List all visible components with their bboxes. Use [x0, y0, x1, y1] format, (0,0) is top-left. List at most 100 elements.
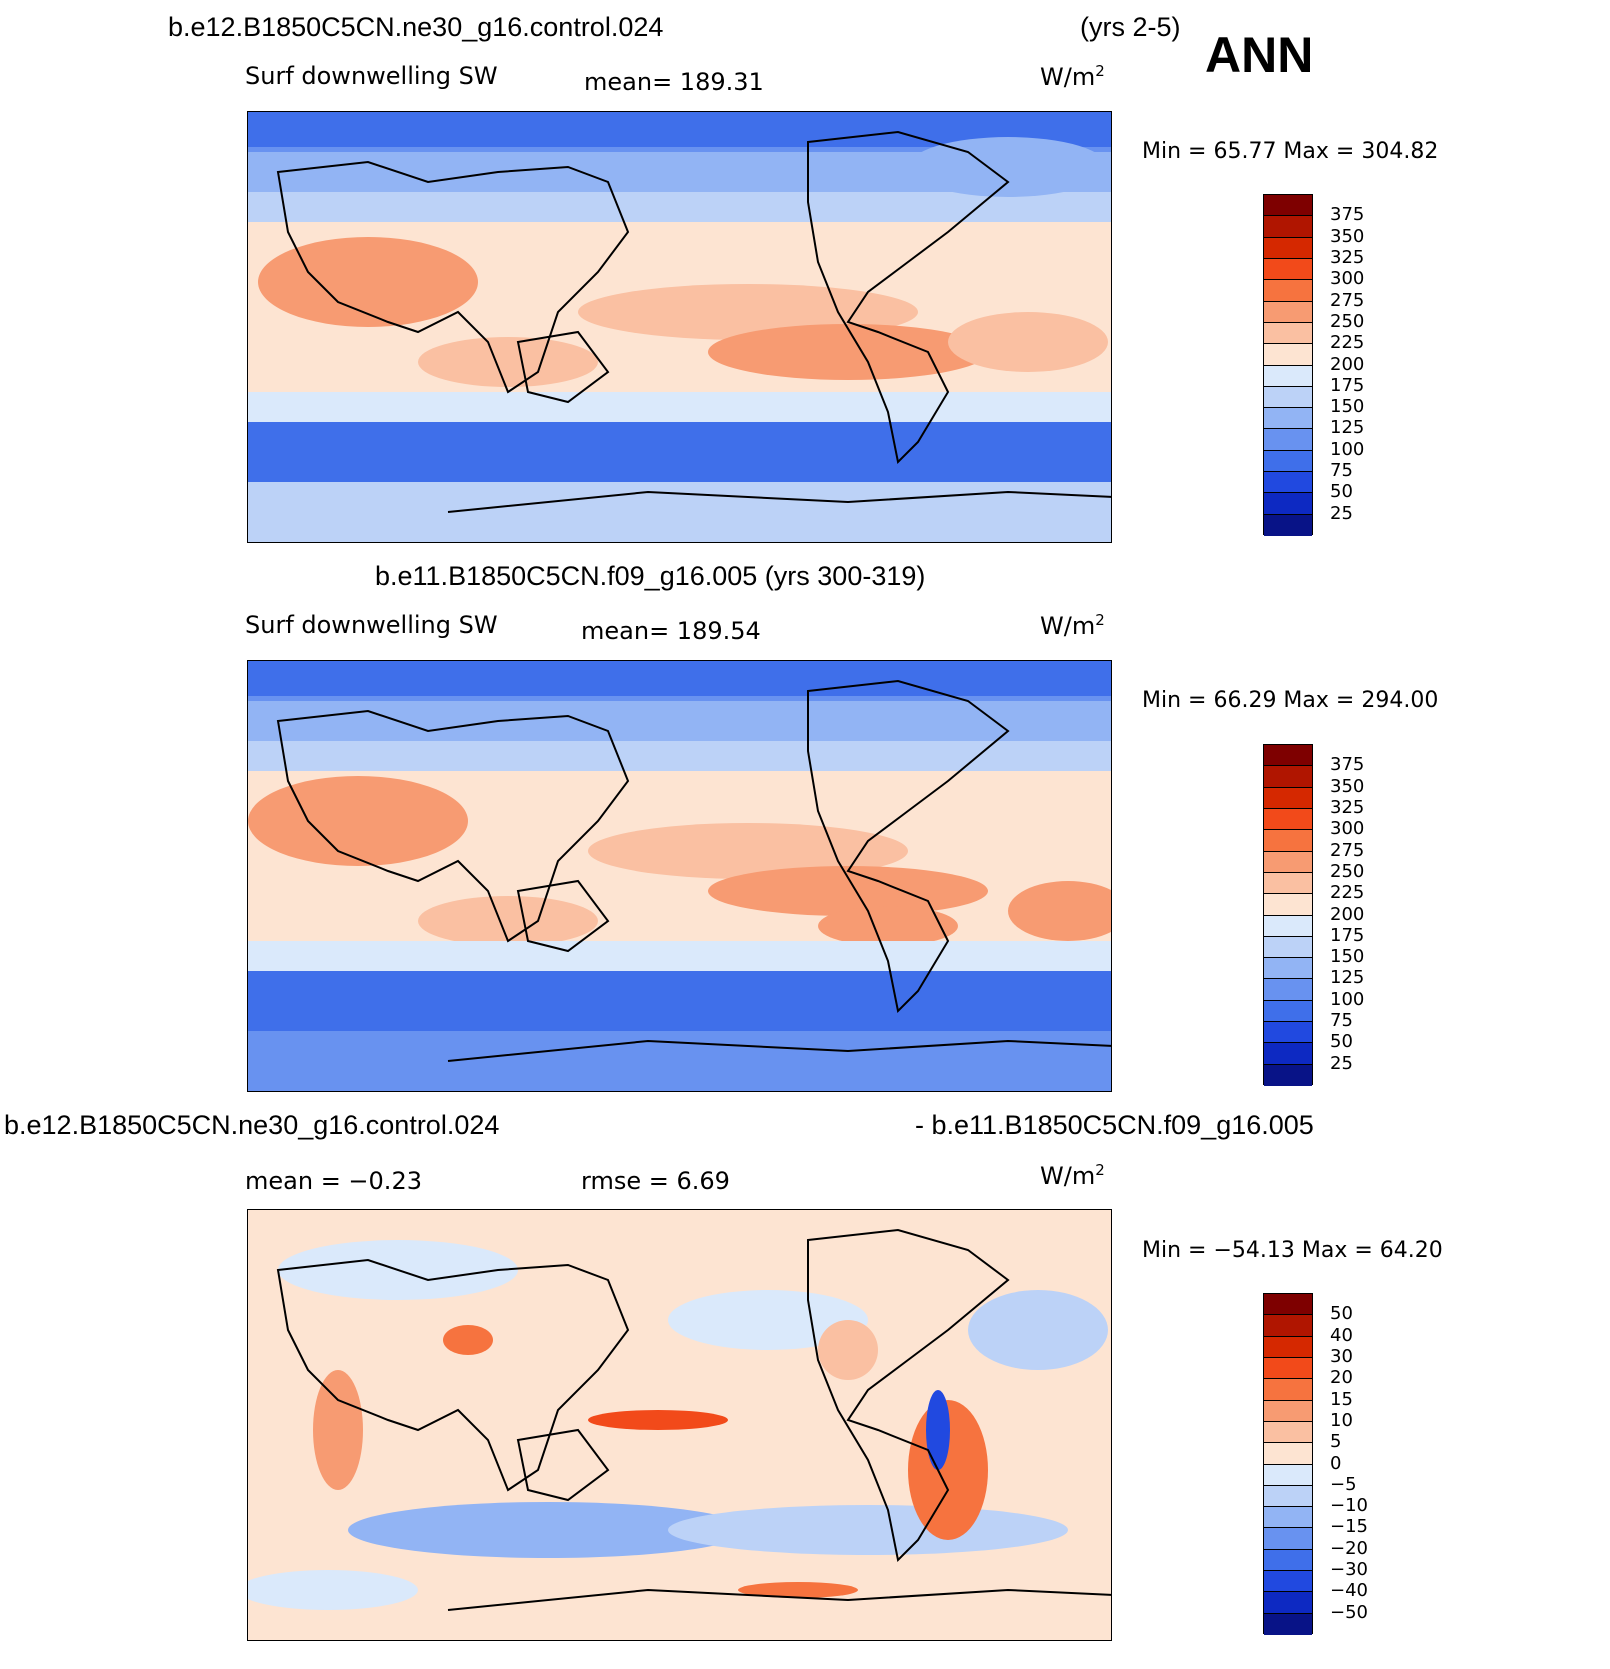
panel3-units: W/m2: [1040, 1161, 1105, 1190]
colorbar-tick-label: 0: [1330, 1452, 1342, 1474]
colorbar-segment: [1264, 745, 1312, 767]
colorbar-tick-label: 50: [1330, 1031, 1353, 1053]
colorbar-tick-label: 5: [1330, 1431, 1342, 1453]
colorbar-tick-label: 250: [1330, 310, 1365, 332]
colorbar-segment: [1264, 344, 1312, 366]
colorbar-segment: [1264, 322, 1312, 345]
colorbar-tick-label: 350: [1330, 775, 1365, 797]
colorbar-segment: [1264, 514, 1312, 536]
colorbar-segment: [1264, 408, 1312, 430]
colorbar-tick-label: 225: [1330, 332, 1365, 354]
panel2-map-field: [248, 661, 1111, 1091]
panel2-title: b.e11.B1850C5CN.f09_g16.005 (yrs 300-319…: [375, 561, 926, 591]
colorbar-tick-label: 150: [1330, 946, 1365, 968]
panel1-title: b.e12.B1850C5CN.ne30_g16.control.024: [168, 12, 664, 42]
panel3-minmax: Min = −54.13 Max = 64.20: [1142, 1238, 1443, 1263]
colorbar-tick-label: −10: [1330, 1495, 1368, 1517]
colorbar-tick-label: 275: [1330, 289, 1365, 311]
colorbar-tick-label: 125: [1330, 417, 1365, 439]
colorbar-segment: [1264, 237, 1312, 259]
panel2-variable: Surf downwelling SW: [245, 611, 498, 639]
colorbar-tick-label: 175: [1330, 924, 1365, 946]
panel1-colorbar: [1263, 194, 1313, 536]
colorbar-segment: [1264, 808, 1312, 831]
colorbar-segment: [1264, 1443, 1312, 1465]
colorbar-tick-label: 375: [1330, 204, 1365, 226]
colorbar-segment: [1264, 258, 1312, 281]
colorbar-tick-label: −30: [1330, 1559, 1368, 1581]
colorbar-segment: [1264, 1022, 1312, 1044]
colorbar-tick-label: 100: [1330, 988, 1365, 1010]
colorbar-segment: [1264, 472, 1312, 494]
colorbar-segment: [1264, 1294, 1312, 1316]
colorbar-segment: [1264, 1000, 1312, 1023]
colorbar-segment: [1264, 216, 1312, 238]
colorbar-segment: [1264, 936, 1312, 959]
colorbar-segment: [1264, 958, 1312, 980]
colorbar-segment: [1264, 1592, 1312, 1614]
colorbar-tick-label: 250: [1330, 860, 1365, 882]
colorbar-segment: [1264, 1064, 1312, 1086]
colorbar-segment: [1264, 915, 1312, 937]
colorbar-tick-label: 200: [1330, 903, 1365, 925]
colorbar-segment: [1264, 1571, 1312, 1593]
colorbar-segment: [1264, 1336, 1312, 1358]
colorbar-segment: [1264, 493, 1312, 515]
panel1-units: W/m2: [1040, 62, 1105, 91]
colorbar-segment: [1264, 1357, 1312, 1380]
panel1-minmax: Min = 65.77 Max = 304.82: [1142, 139, 1439, 164]
colorbar-tick-label: 325: [1330, 796, 1365, 818]
panel3-mean: mean = −0.23: [245, 1167, 422, 1195]
colorbar-tick-label: −5: [1330, 1473, 1357, 1495]
colorbar-tick-label: −15: [1330, 1516, 1368, 1538]
colorbar-segment: [1264, 1549, 1312, 1572]
season-label: ANN: [1205, 27, 1314, 83]
panel3-map: [247, 1209, 1112, 1641]
colorbar-tick-label: 225: [1330, 882, 1365, 904]
panel3-title-left: b.e12.B1850C5CN.ne30_g16.control.024: [4, 1110, 500, 1140]
colorbar-tick-label: 100: [1330, 438, 1365, 460]
panel1-mean: mean= 189.31: [584, 68, 764, 96]
colorbar-tick-label: 150: [1330, 396, 1365, 418]
panel3-rmse: rmse = 6.69: [581, 1167, 730, 1195]
colorbar-tick-label: 75: [1330, 460, 1353, 482]
colorbar-segment: [1264, 1507, 1312, 1529]
colorbar-segment: [1264, 429, 1312, 451]
colorbar-segment: [1264, 195, 1312, 217]
colorbar-tick-label: 40: [1330, 1324, 1353, 1346]
panel2-colorbar: [1263, 744, 1313, 1086]
panel3-colorbar: [1263, 1293, 1313, 1635]
panel2-minmax: Min = 66.29 Max = 294.00: [1142, 688, 1439, 713]
colorbar-segment: [1264, 1421, 1312, 1444]
colorbar-tick-label: −50: [1330, 1601, 1368, 1623]
colorbar-tick-label: −40: [1330, 1580, 1368, 1602]
panel3-map-field: [248, 1210, 1111, 1640]
colorbar-tick-label: 20: [1330, 1367, 1353, 1389]
colorbar-tick-label: 25: [1330, 1052, 1353, 1074]
colorbar-tick-label: 15: [1330, 1388, 1353, 1410]
panel2-units: W/m2: [1040, 611, 1105, 640]
colorbar-segment: [1264, 450, 1312, 473]
panel3-title-right: - b.e11.B1850C5CN.f09_g16.005: [915, 1110, 1314, 1140]
panel2-map: [247, 660, 1112, 1092]
colorbar-segment: [1264, 1464, 1312, 1486]
colorbar-tick-label: 75: [1330, 1010, 1353, 1032]
colorbar-segment: [1264, 1485, 1312, 1508]
colorbar-segment: [1264, 1315, 1312, 1337]
colorbar-tick-label: 50: [1330, 481, 1353, 503]
panel1-map: [247, 111, 1112, 543]
colorbar-segment: [1264, 1613, 1312, 1635]
colorbar-segment: [1264, 851, 1312, 873]
colorbar-segment: [1264, 894, 1312, 916]
panel1-map-field: [248, 112, 1111, 542]
colorbar-segment: [1264, 830, 1312, 852]
panel1-variable: Surf downwelling SW: [245, 62, 498, 90]
colorbar-tick-label: 125: [1330, 967, 1365, 989]
colorbar-tick-label: 300: [1330, 818, 1365, 840]
colorbar-segment: [1264, 1528, 1312, 1550]
colorbar-tick-label: 300: [1330, 268, 1365, 290]
colorbar-segment: [1264, 365, 1312, 387]
colorbar-segment: [1264, 787, 1312, 809]
colorbar-tick-label: −20: [1330, 1537, 1368, 1559]
colorbar-tick-label: 25: [1330, 502, 1353, 524]
